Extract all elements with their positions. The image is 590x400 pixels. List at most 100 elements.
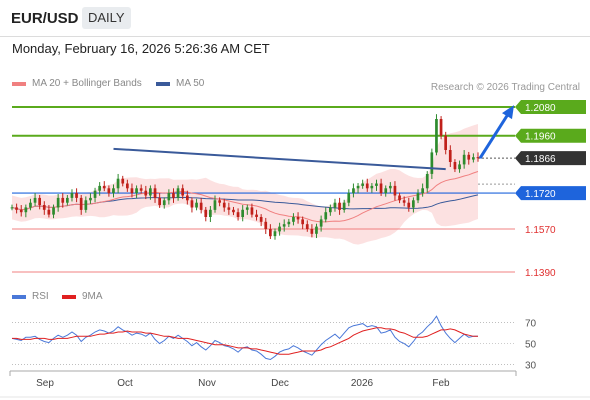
- candle-body: [458, 164, 461, 170]
- candle-body: [186, 195, 189, 201]
- candle-body: [319, 219, 323, 227]
- candle-body: [305, 224, 309, 229]
- x-tick-label: Feb: [432, 378, 450, 389]
- candle-body: [453, 162, 457, 170]
- candle-body: [296, 217, 300, 220]
- candle-body: [370, 185, 374, 189]
- candle-body: [135, 188, 138, 194]
- datetime-label: Monday, February 16, 2026 5:26:36 AM CET: [12, 41, 270, 56]
- candle-body: [121, 178, 125, 184]
- price-tag: [515, 151, 586, 166]
- header-divider: [0, 36, 590, 37]
- candle-body: [236, 212, 240, 217]
- legend-swatch: [156, 82, 170, 86]
- legend-label: 9MA: [82, 291, 103, 302]
- candle-body: [199, 202, 203, 210]
- candle-body: [375, 183, 378, 186]
- timeframe-badge[interactable]: DAILY: [82, 7, 131, 29]
- bollinger-band: [12, 124, 478, 245]
- candle-body: [66, 197, 69, 203]
- candle-body: [282, 224, 286, 227]
- rsi-tick-label: 70: [525, 319, 537, 330]
- candle-body: [389, 185, 392, 189]
- candle-body: [98, 185, 101, 191]
- legend-label: RSI: [32, 291, 49, 302]
- candle-body: [250, 207, 254, 215]
- candle-body: [222, 202, 226, 208]
- candle-body: [269, 229, 272, 237]
- candle-body: [425, 174, 429, 189]
- candle-body: [130, 188, 134, 194]
- credit-text: Research © 2026 Trading Central: [431, 82, 580, 93]
- candle-body: [176, 188, 180, 198]
- candle-body: [33, 197, 37, 203]
- candle-body: [301, 219, 304, 225]
- price-tag-label: 1.1866: [525, 154, 556, 165]
- candle-body: [158, 197, 161, 206]
- candle-body: [333, 202, 337, 208]
- candle-body: [10, 207, 14, 209]
- projection-arrow: [478, 110, 512, 159]
- candle-body: [144, 190, 148, 196]
- candle-body: [153, 188, 157, 198]
- candle-body: [139, 188, 143, 191]
- candle-body: [79, 197, 83, 210]
- candle-body: [245, 207, 249, 210]
- candle-body: [259, 217, 263, 222]
- candle-body: [47, 209, 51, 215]
- candle-body: [361, 183, 364, 186]
- legend-swatch: [12, 295, 26, 299]
- candle-body: [213, 200, 217, 210]
- candle-body: [365, 183, 369, 189]
- candle-body: [407, 202, 411, 208]
- candle-body: [476, 157, 480, 159]
- x-tick-label: Nov: [198, 378, 216, 389]
- candle-body: [29, 202, 32, 208]
- candle-body: [70, 193, 74, 198]
- price-tags: 1.2080 1.1960 1.1866 1.1720 1.1570 1.1390: [515, 100, 586, 279]
- candle-body: [324, 212, 328, 220]
- candle-body: [462, 154, 466, 165]
- price-tag-label: 1.1960: [525, 132, 556, 143]
- candle-body: [126, 183, 129, 189]
- candle-body: [467, 154, 471, 160]
- x-axis: Sep Oct Nov Dec 2026 Feb: [0, 370, 590, 398]
- rsi-line: [11, 315, 478, 361]
- candle-body: [75, 193, 78, 198]
- candle-body: [204, 209, 208, 217]
- candle-body: [356, 185, 360, 189]
- candle-body: [412, 200, 415, 208]
- price-tag-label: 1.1720: [525, 189, 556, 200]
- trendlines: [113, 105, 514, 171]
- candle-body: [264, 221, 268, 229]
- downtrend-line: [113, 147, 446, 171]
- candle-body: [347, 193, 351, 203]
- candle-body: [24, 207, 28, 213]
- price-tag: [515, 186, 586, 201]
- candle-body: [112, 188, 115, 194]
- candle-body: [342, 202, 346, 210]
- candle-body: [255, 214, 258, 217]
- candlesticks: [10, 114, 480, 240]
- candle-body: [287, 221, 291, 225]
- price-tag-label: 1.1570: [525, 225, 556, 236]
- candle-body: [19, 209, 23, 213]
- candle-body: [379, 183, 383, 194]
- price-levels: [12, 106, 515, 273]
- candle-body: [402, 200, 406, 203]
- candle-body: [384, 188, 388, 194]
- arrow-head: [502, 105, 514, 120]
- candle-body: [167, 193, 171, 201]
- candle-body: [393, 185, 397, 196]
- legend-label: MA 20 + Bollinger Bands: [32, 78, 142, 89]
- candle-body: [315, 226, 318, 234]
- candle-body: [56, 197, 60, 208]
- candle-body: [149, 188, 152, 196]
- x-tick-label: Sep: [36, 378, 54, 389]
- legend-swatch: [62, 295, 76, 299]
- candle-body: [116, 178, 120, 189]
- price-tag-label: 1.2080: [525, 103, 556, 114]
- candle-body: [52, 207, 55, 215]
- candle-body: [472, 157, 475, 160]
- candle-body: [181, 188, 184, 196]
